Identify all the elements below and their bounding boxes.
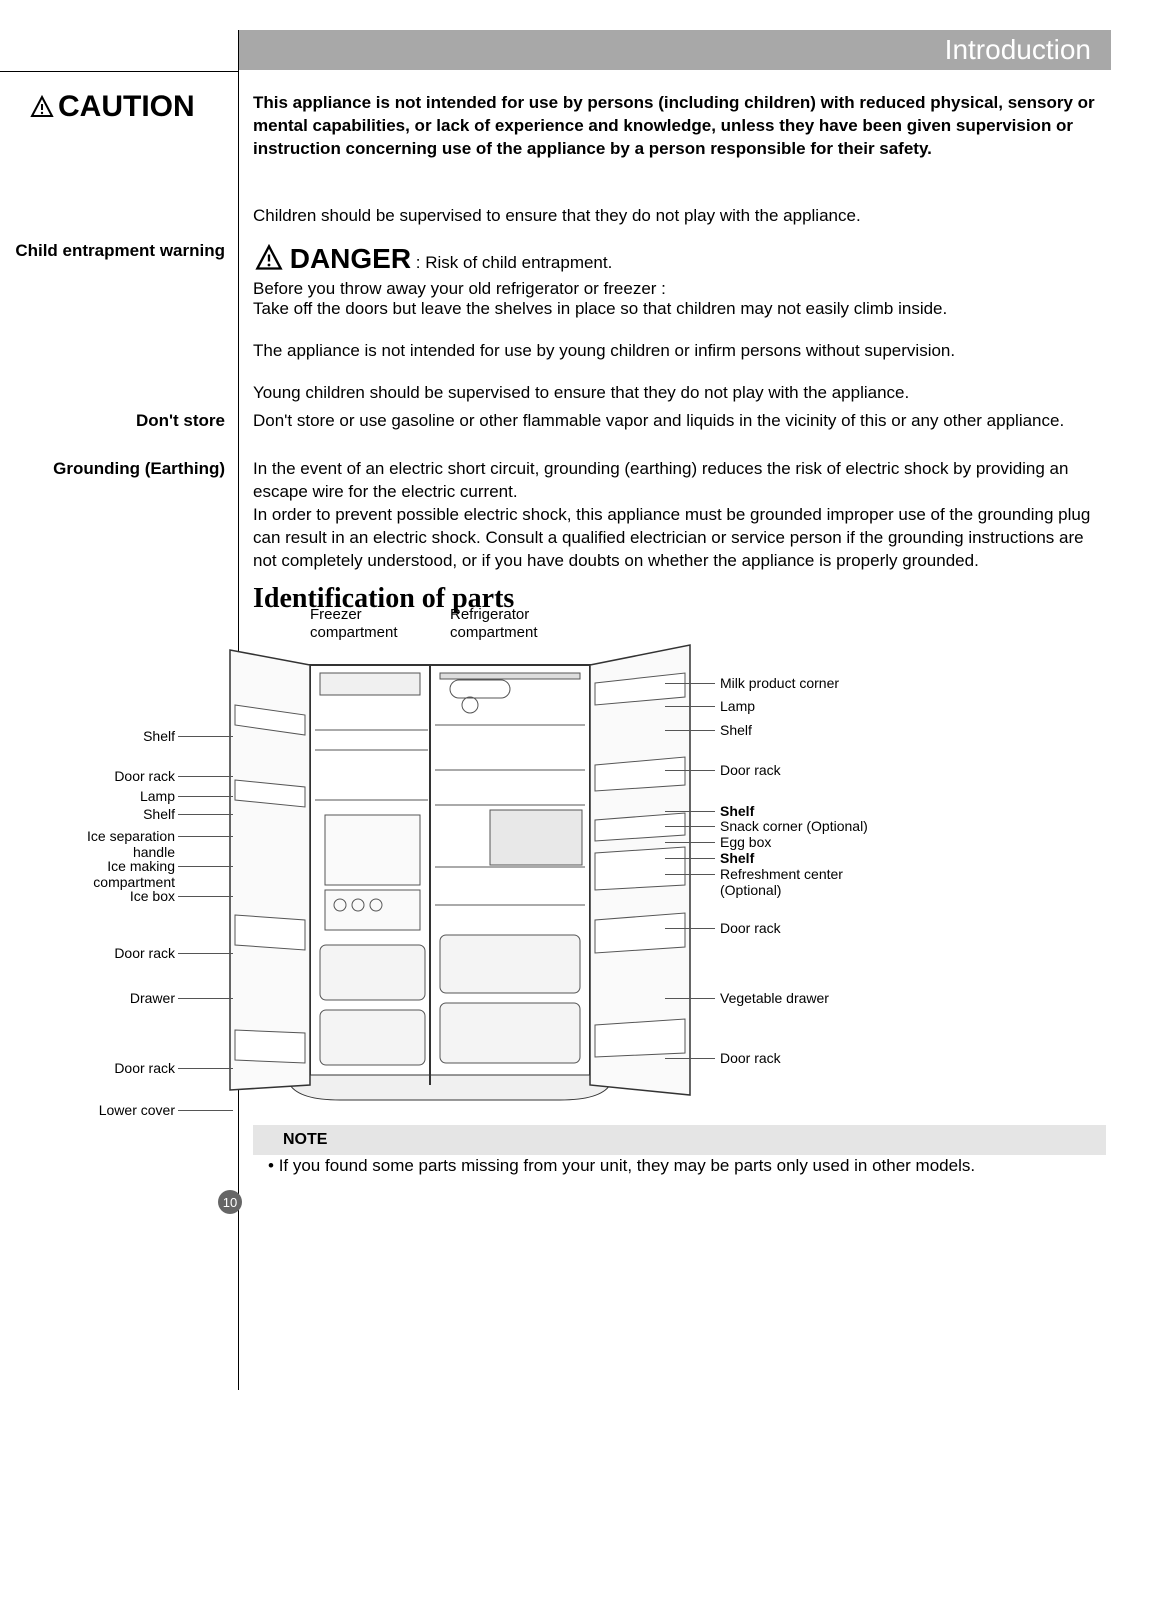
child-l3: The appliance is not intended for use by… bbox=[253, 340, 1106, 363]
part-label-left: Shelf bbox=[80, 728, 175, 744]
leader-line bbox=[665, 683, 715, 684]
part-label-right: Shelf bbox=[720, 803, 754, 819]
child-l2: Take off the doors but leave the shelves… bbox=[253, 298, 1106, 321]
caution-word: CAUTION bbox=[58, 90, 195, 124]
leader-line bbox=[665, 928, 715, 929]
part-label-right: Lamp bbox=[720, 698, 755, 714]
part-label-right: Milk product corner bbox=[720, 675, 839, 691]
warning-icon bbox=[30, 95, 54, 119]
leader-line bbox=[665, 811, 715, 812]
part-label-left: Ice making compartment bbox=[80, 858, 175, 890]
danger-tail: : Risk of child entrapment. bbox=[411, 253, 612, 272]
leader-line bbox=[178, 796, 233, 797]
leader-line bbox=[178, 1110, 233, 1111]
danger-line: DANGER : Risk of child entrapment. bbox=[253, 240, 1106, 278]
part-label-right: Refreshment center (Optional) bbox=[720, 866, 843, 898]
leader-line bbox=[178, 953, 233, 954]
leader-line bbox=[665, 874, 715, 875]
note-heading-box: NOTE bbox=[253, 1125, 1106, 1155]
leader-line bbox=[665, 706, 715, 707]
part-label-right: Vegetable drawer bbox=[720, 990, 829, 1006]
part-label-left: Ice separation handle bbox=[80, 828, 175, 860]
part-label-right: Shelf bbox=[720, 850, 754, 866]
caution-supervise: Children should be supervised to ensure … bbox=[253, 205, 1106, 228]
leader-line bbox=[665, 998, 715, 999]
label-dont-store: Don't store bbox=[0, 410, 225, 432]
refrigerator-illustration bbox=[190, 635, 710, 1110]
part-label-right: Snack corner (Optional) bbox=[720, 818, 868, 834]
part-label-left: Ice box bbox=[80, 888, 175, 904]
caution-main-text: This appliance is not intended for use b… bbox=[253, 92, 1106, 161]
header-bar: Introduction bbox=[238, 30, 1111, 70]
part-label-left: Door rack bbox=[80, 768, 175, 784]
leader-line bbox=[178, 776, 233, 777]
part-label-left: Lamp bbox=[80, 788, 175, 804]
leader-line bbox=[665, 1058, 715, 1059]
part-label-left: Drawer bbox=[80, 990, 175, 1006]
label-child-entrapment: Child entrapment warning bbox=[0, 240, 225, 262]
leader-line bbox=[665, 842, 715, 843]
leader-line bbox=[665, 826, 715, 827]
leader-line bbox=[178, 836, 233, 837]
leader-line bbox=[178, 1068, 233, 1069]
leader-line bbox=[178, 998, 233, 999]
label-grounding: Grounding (Earthing) bbox=[0, 458, 225, 480]
part-label-right: Door rack bbox=[720, 1050, 781, 1066]
part-label-right: Door rack bbox=[720, 762, 781, 778]
leader-line bbox=[665, 858, 715, 859]
danger-word: DANGER bbox=[290, 243, 411, 274]
leader-line bbox=[178, 896, 233, 897]
caution-bold: This appliance is not intended for use b… bbox=[253, 93, 1095, 158]
child-l4: Young children should be supervised to e… bbox=[253, 382, 1106, 405]
part-label-left: Shelf bbox=[80, 806, 175, 822]
caution-heading: CAUTION bbox=[30, 90, 195, 124]
leader-line bbox=[665, 770, 715, 771]
part-label-left: Door rack bbox=[80, 945, 175, 961]
leader-line bbox=[178, 866, 233, 867]
parts-diagram: Freezer compartment Refrigerator compart… bbox=[80, 600, 1101, 1110]
note-bullet: • bbox=[268, 1156, 274, 1175]
dont-store-text: Don't store or use gasoline or other fla… bbox=[253, 410, 1106, 433]
part-label-left: Door rack bbox=[80, 1060, 175, 1076]
grounding-text: In the event of an electric short circui… bbox=[253, 458, 1106, 573]
part-label-right: Door rack bbox=[720, 920, 781, 936]
note-heading: NOTE bbox=[283, 1131, 327, 1148]
horizontal-rule bbox=[0, 71, 238, 72]
page-number: 10 bbox=[218, 1190, 242, 1214]
leader-line bbox=[665, 730, 715, 731]
header-title: Introduction bbox=[945, 34, 1091, 66]
part-label-left: Lower cover bbox=[80, 1102, 175, 1118]
leader-line bbox=[178, 736, 233, 737]
part-label-right: Egg box bbox=[720, 834, 771, 850]
note-text: • If you found some parts missing from y… bbox=[268, 1155, 1106, 1177]
danger-icon bbox=[253, 244, 285, 272]
part-label-right: Shelf bbox=[720, 722, 752, 738]
leader-line bbox=[178, 814, 233, 815]
note-body: If you found some parts missing from you… bbox=[279, 1156, 975, 1175]
